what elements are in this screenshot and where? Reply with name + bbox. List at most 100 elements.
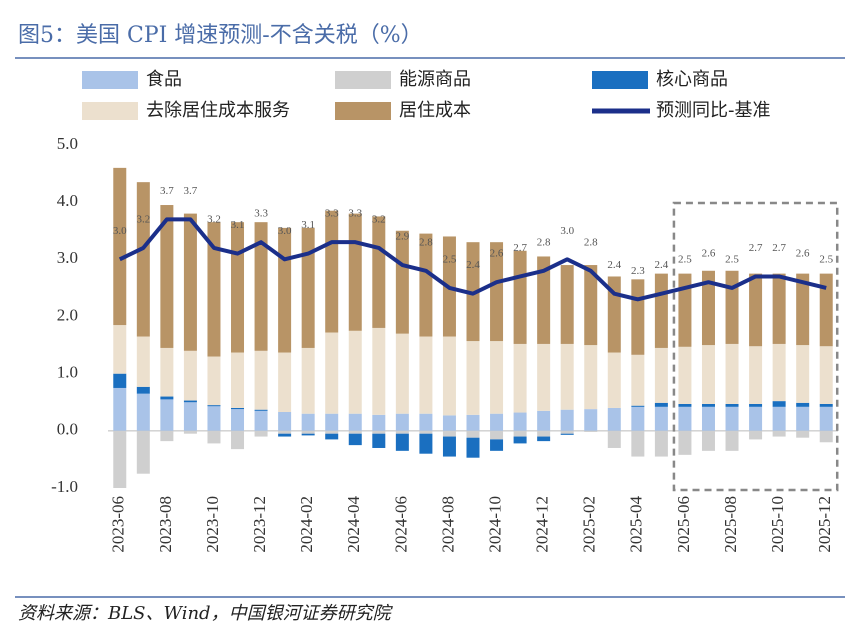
x-tick-label: 2024-06 — [391, 496, 410, 553]
bar-segment — [537, 436, 551, 442]
data-label: 2.6 — [702, 248, 716, 260]
bar-segment — [254, 410, 268, 431]
bar-segment — [254, 409, 268, 411]
legend-label: 预测同比-基准 — [656, 100, 771, 121]
bar-segment — [560, 343, 574, 410]
bar-segment — [537, 410, 551, 431]
bar-segment — [325, 433, 339, 440]
bar-segment — [136, 336, 150, 387]
bar-segment — [772, 406, 786, 431]
bar-segment — [725, 270, 739, 344]
bar-segment — [607, 430, 621, 448]
x-tick-label: 2024-02 — [297, 496, 316, 553]
data-label: 3.0 — [278, 225, 292, 237]
bar-segment — [419, 336, 433, 414]
bar-segment — [183, 402, 197, 431]
bar-segment — [183, 350, 197, 401]
bar-segment — [372, 327, 386, 415]
bar-segment — [466, 430, 480, 438]
bar-segment — [395, 333, 409, 414]
bar-segment — [301, 430, 315, 434]
data-label: 3.2 — [136, 213, 150, 225]
bar-segment — [631, 279, 645, 355]
bar-segment — [654, 402, 668, 407]
bar-segment — [160, 399, 174, 431]
bar-segment — [278, 352, 292, 412]
x-tick-label: 2024-04 — [344, 496, 363, 553]
bar-segment — [254, 222, 268, 351]
data-label: 2.5 — [678, 253, 692, 265]
bar-segment — [796, 406, 810, 431]
bar-segment — [419, 413, 433, 431]
bar-segment — [796, 273, 810, 346]
bar-segment — [701, 406, 715, 431]
bar-segment — [278, 227, 292, 353]
bar-segment — [325, 210, 339, 333]
bar-segment — [136, 430, 150, 474]
bar-segment — [584, 345, 598, 410]
bar-segment — [160, 347, 174, 397]
x-tick-label: 2024-12 — [533, 496, 552, 553]
bar-segment — [607, 407, 621, 431]
bar-segment — [136, 182, 150, 337]
bar-segment — [254, 430, 268, 437]
bar-segment — [819, 406, 833, 431]
bar-segment — [372, 216, 386, 328]
bar-segment — [207, 405, 221, 407]
line-series — [118, 217, 827, 302]
bar-segment — [584, 265, 598, 346]
x-tick-label: 2023-06 — [109, 496, 128, 553]
data-label: 2.9 — [395, 231, 409, 243]
bar-segment — [819, 430, 833, 443]
bar-segment — [466, 341, 480, 415]
legend-swatch — [592, 71, 648, 89]
bar-segment — [136, 393, 150, 431]
x-tick-label: 2024-10 — [485, 496, 504, 553]
bar-segment — [560, 430, 574, 434]
data-label: 3.1 — [231, 219, 245, 231]
y-tick-label: 1.0 — [57, 363, 78, 382]
bar-segment — [231, 409, 245, 431]
data-label: 2.3 — [631, 265, 645, 277]
bar-segment — [231, 430, 245, 450]
bar-segment — [513, 343, 527, 413]
bar-segment — [348, 213, 362, 331]
bar-segment — [749, 406, 763, 431]
data-label: 3.0 — [560, 225, 574, 237]
bar-segment — [537, 256, 551, 344]
data-label: 2.5 — [725, 253, 739, 265]
bar-segment — [654, 430, 668, 457]
bar-segment — [372, 433, 386, 448]
bar-segment — [490, 439, 504, 451]
y-tick-label: 3.0 — [57, 248, 78, 267]
bar-segment — [278, 433, 292, 437]
bar-segment — [442, 336, 456, 416]
bar-segment — [160, 430, 174, 442]
x-tick-label: 2024-08 — [438, 496, 457, 553]
bar-segment — [301, 413, 315, 431]
bar-segment — [560, 265, 574, 344]
bar-segment — [442, 436, 456, 457]
bar-segment — [419, 430, 433, 434]
data-label: 3.3 — [348, 208, 362, 220]
bar-segment — [584, 409, 598, 431]
legend-label: 食品 — [146, 69, 182, 90]
bar-segment — [490, 430, 504, 440]
bar-segment — [654, 273, 668, 348]
bar-segment — [325, 332, 339, 414]
data-label: 3.2 — [372, 213, 386, 225]
bar-segment — [372, 430, 386, 434]
bar-segment — [231, 352, 245, 408]
bar-segment — [113, 373, 127, 388]
bar-segment — [678, 406, 692, 431]
bar-segment — [207, 430, 221, 444]
bar-segment — [113, 430, 127, 488]
data-label: 2.4 — [607, 259, 621, 271]
y-tick-label: -1.0 — [51, 477, 78, 496]
bar-segment — [207, 356, 221, 406]
legend-swatch — [335, 71, 391, 89]
y-tick-label: 4.0 — [57, 191, 78, 210]
bar-segment — [442, 430, 456, 437]
y-tick-label: 0.0 — [57, 420, 78, 439]
bar-segment — [395, 433, 409, 451]
